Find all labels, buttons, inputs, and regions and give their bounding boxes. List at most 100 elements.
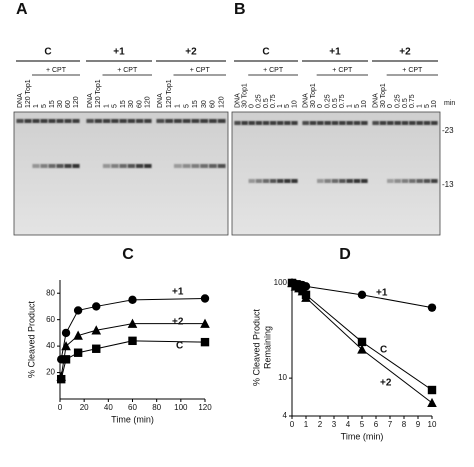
gel-band xyxy=(361,179,368,183)
group-label: +2 xyxy=(185,47,197,58)
y-tick-label: 4 xyxy=(283,411,288,420)
gel-band xyxy=(24,119,32,123)
data-point xyxy=(128,295,137,305)
x-tick-label: 80 xyxy=(152,403,161,412)
gel-band xyxy=(291,179,298,183)
gel-band xyxy=(401,121,409,125)
data-point xyxy=(73,306,83,315)
lane-label: 15 xyxy=(49,100,56,108)
lane-label: DNA xyxy=(373,93,380,108)
lane-label: 60 xyxy=(136,100,143,108)
lane-label: 0.5 xyxy=(332,98,339,108)
lane-label: 1 xyxy=(417,104,424,108)
gel-band xyxy=(156,119,165,123)
lane-label: 30 xyxy=(201,100,208,108)
gel-band xyxy=(127,164,136,168)
data-point xyxy=(301,292,311,302)
gel-band xyxy=(16,119,24,123)
lane-label: 10 xyxy=(291,100,298,108)
lane-label: 5 xyxy=(284,104,291,108)
data-point xyxy=(92,302,101,311)
lane-label: 1 xyxy=(33,104,40,108)
lane-label: DNA xyxy=(157,93,164,108)
size-marker: -23 xyxy=(442,126,454,135)
x-tick-label: 0 xyxy=(290,420,295,429)
data-point xyxy=(200,294,210,303)
lane-label: 1 xyxy=(175,104,182,108)
series-label: C xyxy=(176,341,183,352)
lane-label: 0.75 xyxy=(409,94,416,108)
gel-band xyxy=(346,179,353,183)
series-line xyxy=(60,340,206,380)
lane-label: 1 xyxy=(103,104,110,108)
series-label: +1 xyxy=(376,288,388,299)
lane-label: 0 xyxy=(317,104,324,108)
treatment-label: + CPT xyxy=(46,67,67,74)
gel-band xyxy=(144,119,152,123)
gel-band xyxy=(262,121,270,125)
y-tick-label: 10 xyxy=(278,373,287,382)
treatment-label: + CPT xyxy=(117,67,138,74)
data-point xyxy=(357,290,367,300)
gel-band xyxy=(302,121,309,125)
panel-label: A xyxy=(16,1,28,18)
data-point xyxy=(127,318,138,328)
lane-label: 30 xyxy=(57,100,64,108)
gel-band xyxy=(200,164,209,168)
gel-band xyxy=(255,121,263,125)
gel-band xyxy=(277,121,284,125)
data-point xyxy=(427,397,437,408)
treatment-label: + CPT xyxy=(190,67,211,74)
gel-band xyxy=(291,121,298,125)
data-point xyxy=(61,355,71,364)
gel-band xyxy=(72,119,80,123)
lane-label: 30 xyxy=(128,100,135,108)
x-tick-label: 6 xyxy=(374,420,379,429)
gel-band xyxy=(191,164,200,168)
gel-band xyxy=(255,179,263,183)
group-label: +1 xyxy=(329,47,341,58)
data-point xyxy=(92,344,101,353)
lane-label: DNA xyxy=(234,93,241,108)
gel-band xyxy=(119,164,127,168)
gel-band xyxy=(200,119,209,123)
data-point xyxy=(297,286,308,296)
gel-band xyxy=(379,121,387,125)
x-tick-label: 120 xyxy=(198,403,212,412)
x-tick-label: 20 xyxy=(80,403,89,412)
gel-band xyxy=(248,121,255,125)
gel-band xyxy=(191,119,200,123)
gel-band xyxy=(241,121,248,125)
lane-label: 0.75 xyxy=(270,94,277,108)
gel-band xyxy=(32,119,40,123)
data-point xyxy=(357,337,367,347)
lane-label: 5 xyxy=(41,104,48,108)
data-point xyxy=(200,337,210,347)
lane-label: 120 Top1 xyxy=(25,79,32,108)
gel-image xyxy=(13,111,229,236)
treatment-label: + CPT xyxy=(402,67,423,74)
gel-band xyxy=(48,119,56,123)
y-tick-label: 100 xyxy=(274,278,288,287)
gel-band xyxy=(64,164,72,168)
gel-band xyxy=(353,179,361,183)
gel-band xyxy=(269,121,277,125)
x-tick-label: 0 xyxy=(58,403,63,412)
lane-label: 15 xyxy=(192,100,199,108)
gel-band xyxy=(416,179,423,183)
gel-band xyxy=(102,119,111,123)
y-axis-label: % Cleaved Product xyxy=(26,300,36,378)
x-tick-label: 7 xyxy=(388,420,393,429)
y-tick-label: 80 xyxy=(46,288,55,297)
gel-band xyxy=(416,121,423,125)
series-label: +2 xyxy=(172,317,184,328)
x-tick-label: 4 xyxy=(346,420,351,429)
gel-band xyxy=(387,179,394,183)
gel-band xyxy=(173,164,182,168)
lane-label: 0.25 xyxy=(256,94,263,108)
gel-band xyxy=(234,121,241,125)
gel-band xyxy=(339,179,346,183)
x-tick-label: 40 xyxy=(104,403,113,412)
y-tick-label: 20 xyxy=(46,368,55,377)
y-tick-label: 60 xyxy=(46,315,55,324)
